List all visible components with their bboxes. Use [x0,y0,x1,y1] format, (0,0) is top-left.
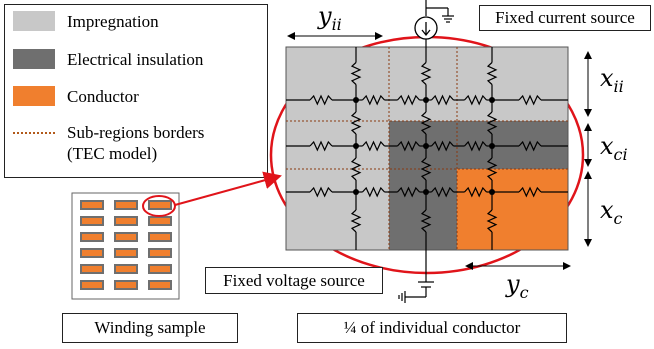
winding-cell-conductor [116,202,136,208]
resistor [420,111,432,135]
winding-cell-conductor [116,282,136,288]
resistor [420,209,432,233]
current-source-label: Fixed current source [479,5,651,31]
winding-cell-conductor [82,202,102,208]
winding-sample-label: Winding sample [62,313,238,343]
resistor [486,209,498,233]
winding-cell-conductor [150,266,170,272]
winding-cell-conductor [150,282,170,288]
zoom-arrow [174,171,282,206]
resistor-network [286,47,568,250]
insulation-swatch [13,49,55,69]
resistor [431,186,454,198]
network-node [353,189,359,195]
winding-cells [80,200,172,290]
resistor [518,94,542,106]
winding-cell-conductor [150,234,170,240]
resistor [518,186,542,198]
resistor [309,94,333,106]
legend-label: Sub-regions borders [67,123,205,142]
network-node [489,97,495,103]
legend-label: Conductor [67,87,139,106]
winding-cell-conductor [82,250,102,256]
resistor [464,186,487,198]
resistor [397,140,420,152]
resistor [362,140,385,152]
resistor [518,140,542,152]
resistor [420,157,432,181]
network-node [353,143,359,149]
winding-cell-conductor [116,234,136,240]
network-node [353,97,359,103]
winding-cell-conductor [116,250,136,256]
resistor [431,94,454,106]
resistor [309,186,333,198]
impregnation-swatch [13,11,55,31]
winding-cell-conductor [150,202,170,208]
winding-cell-conductor [150,250,170,256]
network-node [423,143,429,149]
legend-label: (TEC model) [67,144,158,163]
resistor [464,140,487,152]
dimension-y-c: yc [506,270,529,302]
dimension-x-ii: xii [600,64,624,96]
resistor [431,140,454,152]
winding-cell-conductor [82,218,102,224]
quarter-conductor-label: ¼ of individual conductor [297,313,567,343]
resistor [350,209,362,233]
dimension-arrows [287,32,592,270]
winding-cell-conductor [150,218,170,224]
winding-cell-conductor [82,234,102,240]
resistor [397,186,420,198]
legend-label: Electrical insulation [67,50,204,69]
resistor [350,157,362,181]
voltage-source-label: Fixed voltage source [205,267,383,294]
resistor [397,94,420,106]
resistor [350,111,362,135]
winding-cell-conductor [116,266,136,272]
resistor [486,62,498,85]
legend-item-impregnation: Impregnation [13,11,159,32]
conductor-swatch [13,86,55,106]
network-node [423,189,429,195]
winding-cell-conductor [82,282,102,288]
resistor [486,157,498,181]
network-node [489,189,495,195]
legend-label: Impregnation [67,12,159,31]
dotted-border-swatch [13,132,55,136]
resistor [464,94,487,106]
network-node [489,143,495,149]
winding-sample-figure [71,171,282,300]
sample-highlight-circle [142,195,176,217]
resistor [420,62,432,85]
legend-item-conductor: Conductor [13,86,139,107]
resistor [486,111,498,135]
resistor [362,94,385,106]
current-source-symbol [414,0,454,47]
legend: Impregnation Electrical insulation Condu… [4,4,268,178]
dimension-x-c: xc [600,196,623,228]
resistor [362,186,385,198]
winding-cell-conductor [82,266,102,272]
resistor [350,62,362,85]
legend-item-borders: Sub-regions borders (TEC model) [13,122,204,164]
dimension-x-ci: xci [600,132,628,164]
resistor [309,140,333,152]
legend-item-insulation: Electrical insulation [13,49,203,70]
dimension-y-ii: yii [318,2,342,34]
voltage-source-symbol [398,250,434,303]
network-node [423,97,429,103]
winding-cell-conductor [116,218,136,224]
